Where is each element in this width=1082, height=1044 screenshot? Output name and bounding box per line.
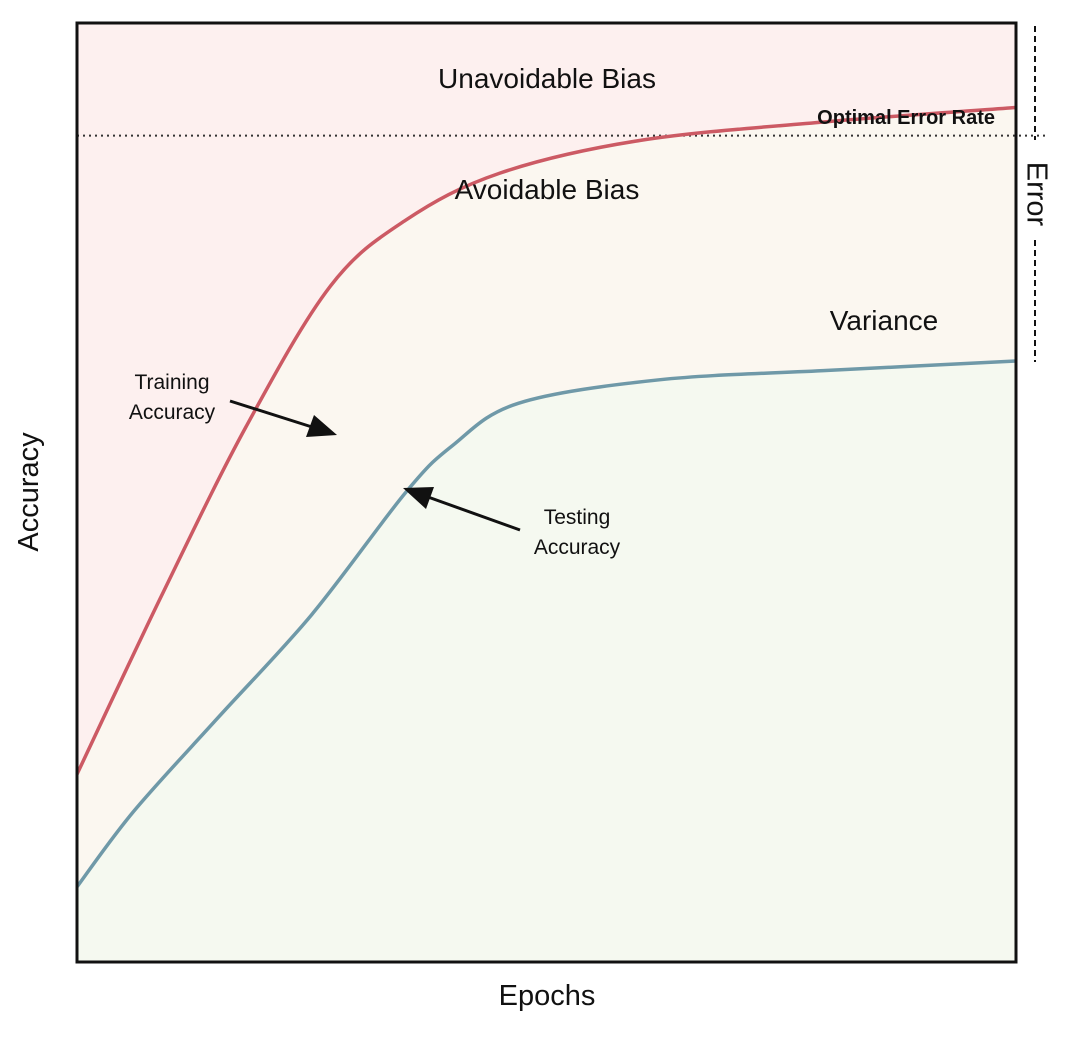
avoidable-bias-label: Avoidable Bias (455, 174, 640, 205)
training-arrow-shaft (229, 399, 313, 429)
testing-annotation-line1: Testing (544, 506, 611, 529)
variance-label: Variance (830, 305, 938, 336)
testing-accuracy-line (75, 359, 1017, 888)
testing-annotation-line2: Accuracy (534, 536, 621, 559)
x-axis-label: Epochs (499, 980, 596, 1012)
y-axis-label: Accuracy (13, 432, 45, 552)
testing-arrow-head (403, 487, 434, 509)
training-annotation-line2: Accuracy (129, 401, 216, 424)
training-accuracy-line (75, 105, 1017, 775)
training-arrow-head (306, 415, 337, 437)
optimal-error-rate-label: Optimal Error Rate (817, 107, 995, 129)
achieved-accuracy-region (77, 361, 1016, 962)
training-annotation-line1: Training (134, 371, 209, 394)
plot-frame (75, 21, 1018, 964)
unavoidable-bias-label: Unavoidable Bias (438, 63, 656, 94)
error-label: Error (1020, 162, 1052, 227)
testing-arrow-shaft (427, 495, 521, 532)
